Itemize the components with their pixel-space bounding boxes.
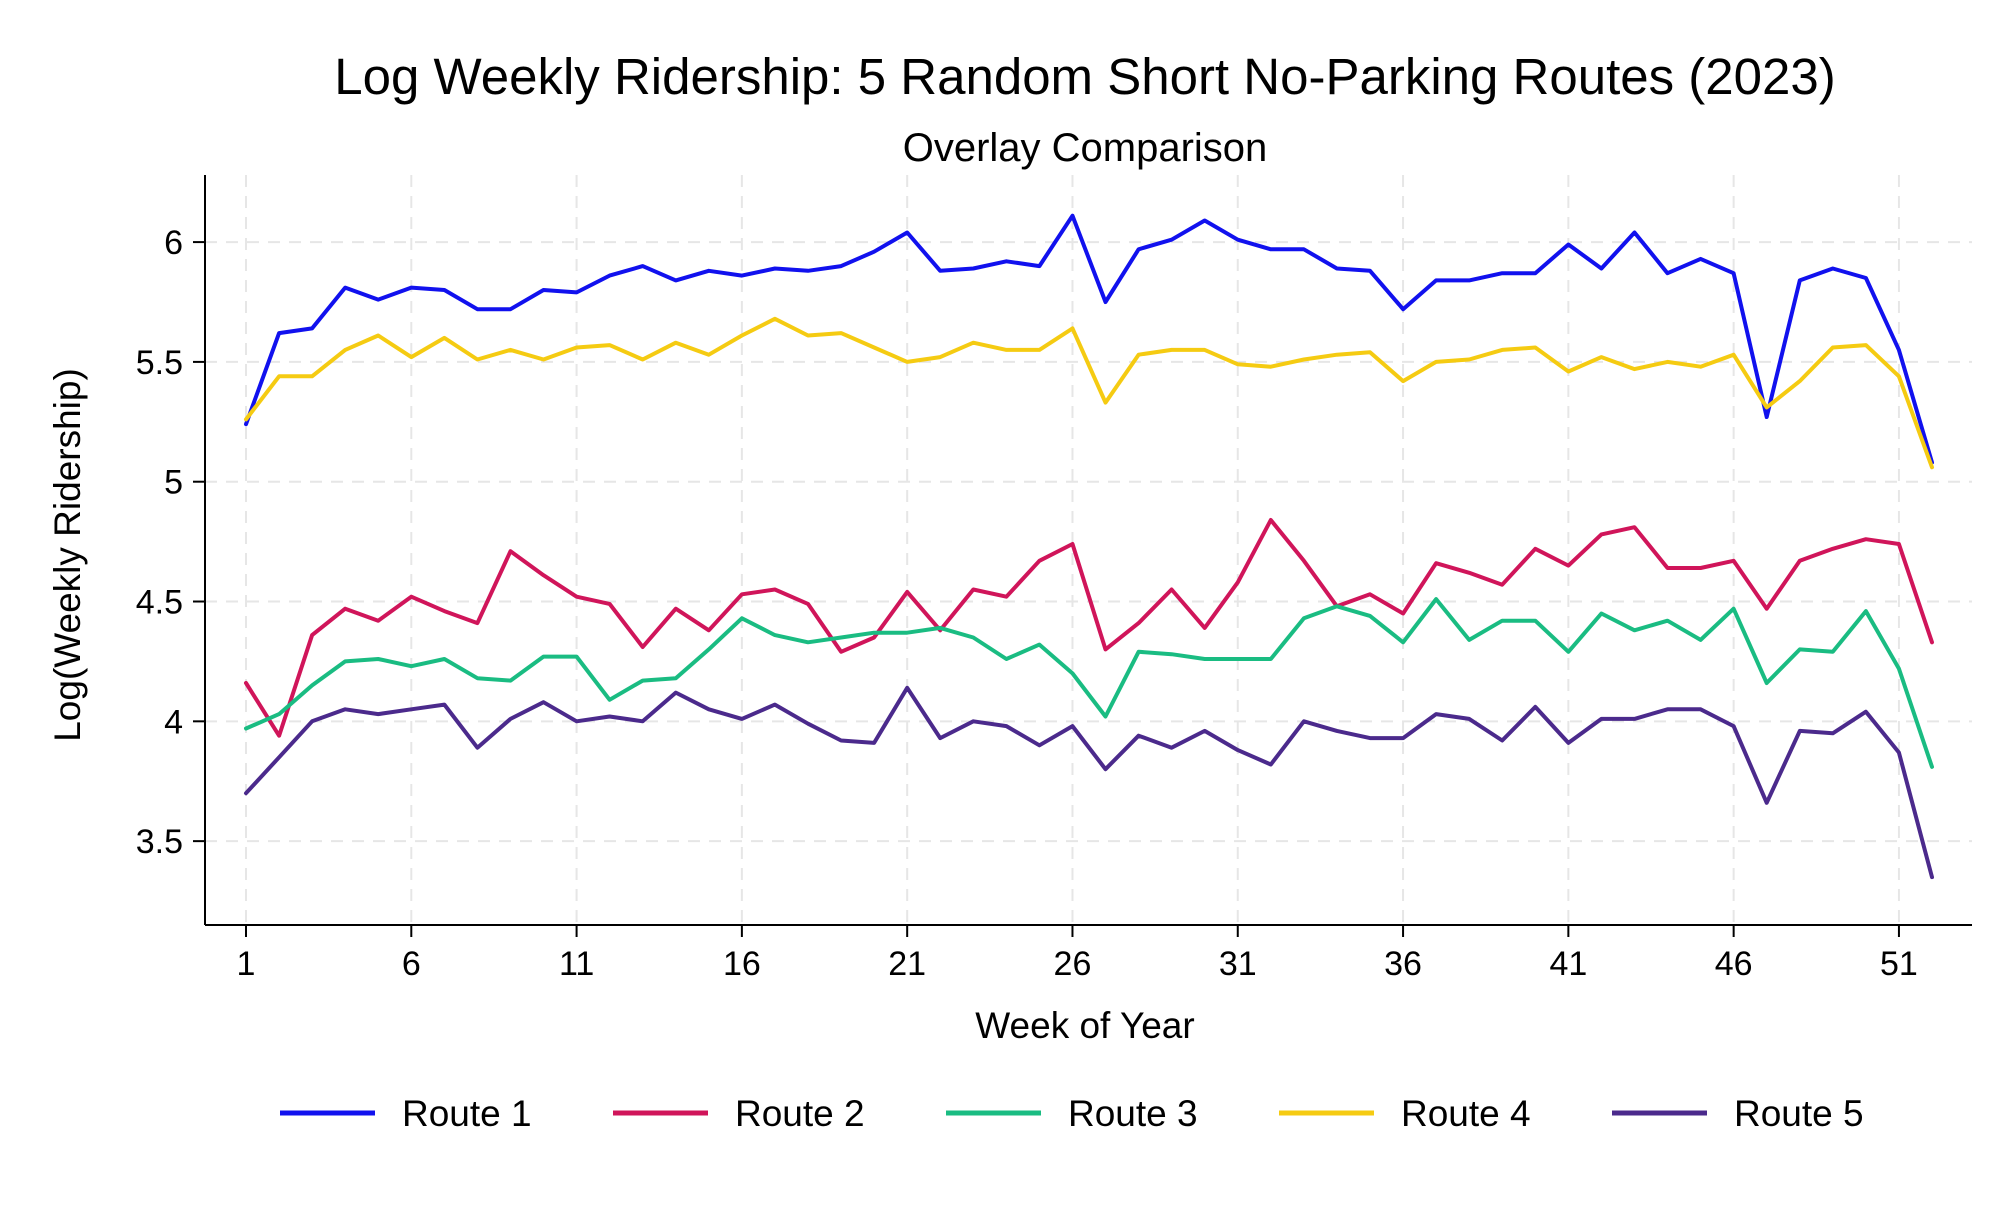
x-tick-label: 26 xyxy=(1054,945,1092,983)
x-tick-label: 16 xyxy=(723,945,761,983)
y-tick-label: 5 xyxy=(164,464,183,502)
y-axis-label: Log(Weekly Ridership) xyxy=(47,368,88,742)
legend-label-route-5: Route 5 xyxy=(1734,1093,1864,1134)
series-line-route-5 xyxy=(244,685,1934,880)
series-line-route-1 xyxy=(244,213,1934,465)
y-tick-label: 4 xyxy=(164,703,183,741)
y-tick-label: 5.5 xyxy=(136,344,183,382)
x-tick-label: 46 xyxy=(1715,945,1753,983)
series-line-route-2 xyxy=(244,518,1934,738)
x-tick-label: 31 xyxy=(1219,945,1257,983)
x-tick-label: 51 xyxy=(1880,945,1918,983)
x-tick-label: 11 xyxy=(559,945,594,983)
x-tick-label: 1 xyxy=(237,945,256,983)
legend-label-route-2: Route 2 xyxy=(735,1093,865,1134)
series-lines xyxy=(244,213,1934,880)
x-tick-label: 21 xyxy=(888,945,926,983)
y-tick-label: 4.5 xyxy=(136,584,183,622)
x-tick-label: 41 xyxy=(1549,945,1587,983)
x-tick-label: 36 xyxy=(1384,945,1422,983)
legend: Route 1 Route 2 Route 3 Route 4 Route 5 xyxy=(280,1093,1864,1134)
legend-label-route-3: Route 3 xyxy=(1068,1093,1198,1134)
chart-title: Log Weekly Ridership: 5 Random Short No-… xyxy=(334,48,1835,105)
x-tick-label: 6 xyxy=(402,945,421,983)
legend-label-route-4: Route 4 xyxy=(1401,1093,1531,1134)
y-tick-label: 6 xyxy=(164,224,183,262)
series-line-route-3 xyxy=(244,597,1934,769)
y-tick-label: 3.5 xyxy=(136,823,183,861)
axes: 3.544.555.561 6 11 16 21 26 31 36 41 46 51 xyxy=(136,175,1972,983)
chart-subtitle: Overlay Comparison xyxy=(903,126,1268,170)
x-axis-label: Week of Year xyxy=(975,1005,1194,1046)
legend-label-route-1: Route 1 xyxy=(402,1093,532,1134)
series-line-route-4 xyxy=(244,316,1934,470)
